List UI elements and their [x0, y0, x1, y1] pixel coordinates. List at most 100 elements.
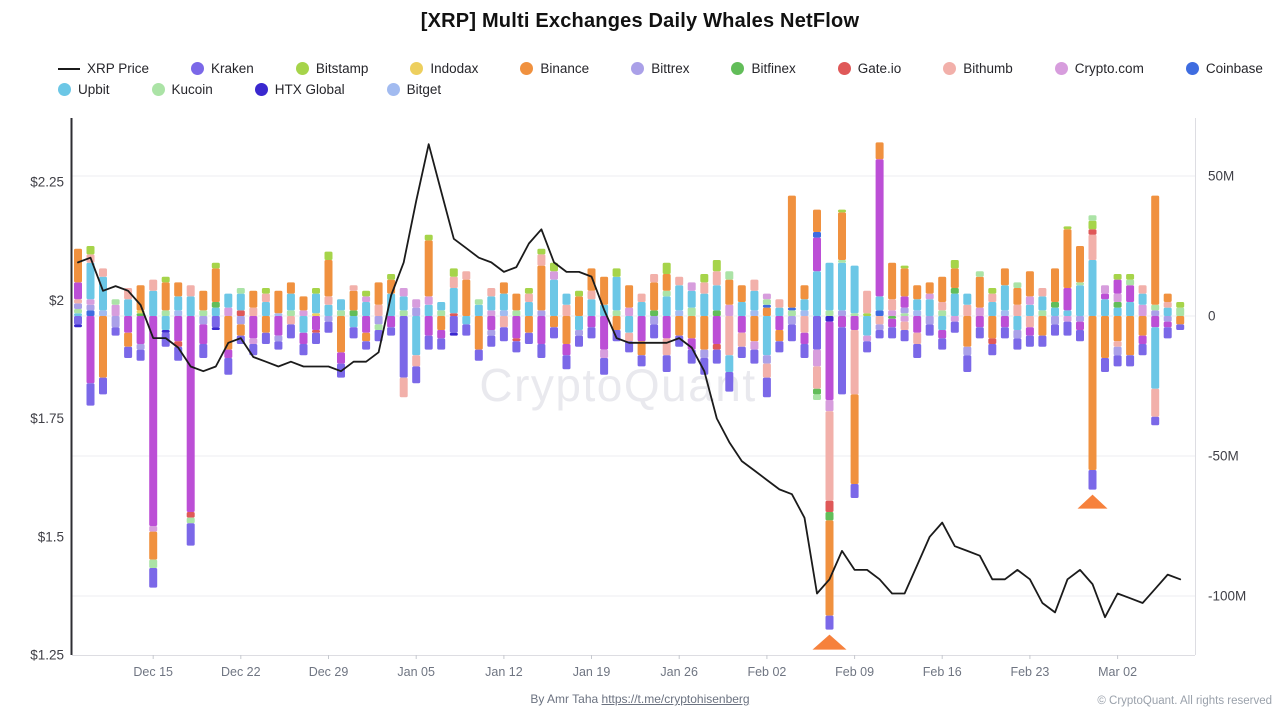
- netflow-bar: [1076, 246, 1084, 342]
- bar-segment-kucoin: [1151, 304, 1160, 311]
- bar-segment-upbit: [662, 296, 671, 316]
- bar-segment-upbit: [838, 262, 846, 311]
- x-tick-label: Feb 16: [923, 665, 962, 679]
- bar-segment-cryptocom: [762, 293, 771, 300]
- legend-item-kraken[interactable]: Kraken: [191, 61, 254, 76]
- legend-item-indodax[interactable]: Indodax: [410, 61, 478, 76]
- bar-segment-kraken: [587, 327, 596, 339]
- bar-segment-binance: [437, 316, 446, 330]
- bar-segment-bithumb: [537, 254, 546, 266]
- y-left-tick-label: $2: [49, 293, 64, 308]
- bar-segment-bithumb: [374, 304, 383, 316]
- bar-segment-bittrex: [1151, 310, 1160, 316]
- netflow-bar: [374, 282, 383, 342]
- bar-segment-binance: [174, 282, 183, 297]
- y-right-tick-label: -100M: [1208, 589, 1246, 604]
- legend-item-gate-io[interactable]: Gate.io: [837, 61, 901, 76]
- bar-segment-kraken: [261, 332, 270, 344]
- bar-segment-htx: [211, 327, 220, 330]
- bar-segment-upbit: [1025, 304, 1034, 316]
- bar-segment-upbit: [1088, 260, 1097, 316]
- x-tick-label: Feb 09: [835, 665, 874, 679]
- bar-segment-upbit: [1051, 307, 1059, 316]
- y-left-tick-label: $1.5: [38, 529, 64, 544]
- bar-segment-bybit: [124, 316, 133, 333]
- bar-segment-upbit: [562, 293, 571, 305]
- color-dot-icon: [151, 83, 165, 96]
- bar-segment-upbit: [775, 307, 784, 316]
- bar-segment-upbit: [487, 296, 496, 311]
- bar-segment-bitfinex: [349, 310, 358, 316]
- bar-segment-kraken: [787, 324, 796, 342]
- bar-segment-kraken: [562, 355, 571, 370]
- bar-segment-kraken: [600, 358, 609, 375]
- bar-segment-bitstamp: [863, 313, 872, 316]
- bar-segment-upbit: [875, 296, 884, 311]
- bar-segment-kraken: [1151, 416, 1160, 426]
- bar-segment-upbit: [424, 304, 433, 316]
- bar-segment-kucoin: [199, 310, 208, 316]
- bar-segment-bitget: [99, 310, 107, 316]
- bar-segment-bithumb: [825, 411, 834, 501]
- legend-item-htx-global[interactable]: HTX Global: [254, 82, 345, 97]
- netflow-bar: [124, 288, 133, 358]
- netflow-bar: [725, 271, 734, 392]
- y-right-tick-label: 50M: [1208, 169, 1234, 184]
- bar-segment-binance: [913, 285, 922, 300]
- xrp-price-line: [77, 143, 1182, 619]
- legend-item-bitfinex[interactable]: Bitfinex: [731, 61, 796, 76]
- bar-segment-bybit: [712, 316, 721, 344]
- bar-segment-bitstamp: [86, 246, 95, 255]
- bar-segment-bitget: [274, 313, 283, 316]
- bar-segment-upbit: [211, 307, 220, 316]
- netflow-bar: [575, 290, 583, 347]
- legend-item-crypto-com[interactable]: Crypto.com: [1054, 61, 1144, 76]
- telegram-link[interactable]: https://t.me/cryptohisenberg: [601, 692, 750, 706]
- legend-item-binance[interactable]: Binance: [520, 61, 589, 76]
- bar-segment-kraken: [537, 344, 546, 358]
- bar-segment-kucoin: [938, 310, 947, 316]
- bar-segment-bybit: [424, 316, 433, 336]
- bar-segment-upbit: [161, 316, 170, 330]
- legend-item-bitget[interactable]: Bitget: [386, 82, 441, 97]
- netflow-bar: [512, 293, 521, 353]
- bar-segment-binance: [900, 268, 909, 297]
- bar-segment-bybit: [1063, 288, 1072, 311]
- bar-segment-upbit: [725, 355, 734, 372]
- netflow-bar: [174, 282, 183, 361]
- netflow-bar: [499, 282, 508, 342]
- bar-segment-binance: [1063, 229, 1072, 288]
- bar-segment-bittrex: [1163, 316, 1172, 322]
- bar-segment-upbit: [750, 290, 759, 311]
- bar-segment-bittrex: [787, 316, 796, 325]
- legend-item-coinbase[interactable]: Coinbase: [1185, 61, 1263, 76]
- bar-segment-upbit: [437, 302, 446, 311]
- bar-segment-upbit: [74, 313, 82, 316]
- bar-segment-binance: [324, 260, 333, 297]
- legend-item-kucoin[interactable]: Kucoin: [151, 82, 213, 97]
- bar-segment-bithumb: [913, 332, 922, 344]
- netflow-bar: [362, 290, 371, 350]
- bar-segment-bithumb: [487, 288, 496, 297]
- bar-segment-bittrex: [963, 346, 972, 356]
- netflow-bar: [74, 248, 82, 328]
- bar-segment-binance: [687, 316, 696, 339]
- bar-segment-cryptocom: [950, 316, 959, 322]
- legend-label: Crypto.com: [1074, 61, 1144, 76]
- legend-item-upbit[interactable]: Upbit: [58, 82, 110, 97]
- bar-segment-binance: [499, 282, 508, 294]
- bar-segment-kraken: [124, 346, 133, 358]
- bar-segment-bithumb: [249, 307, 258, 316]
- bar-segment-kraken: [913, 344, 922, 358]
- legend-item-bithumb[interactable]: Bithumb: [943, 61, 1013, 76]
- bar-segment-binance: [950, 268, 959, 288]
- bar-segment-kucoin: [687, 307, 696, 316]
- bar-segment-upbit: [1126, 302, 1135, 316]
- netflow-bar: [750, 279, 759, 364]
- netflow-bar: [1088, 215, 1097, 490]
- legend-item-xrp-price[interactable]: XRP Price: [58, 61, 149, 76]
- bar-segment-kraken: [99, 377, 107, 395]
- netflow-bar: [86, 246, 95, 406]
- legend-item-bittrex[interactable]: Bittrex: [631, 61, 689, 76]
- legend-item-bitstamp[interactable]: Bitstamp: [295, 61, 368, 76]
